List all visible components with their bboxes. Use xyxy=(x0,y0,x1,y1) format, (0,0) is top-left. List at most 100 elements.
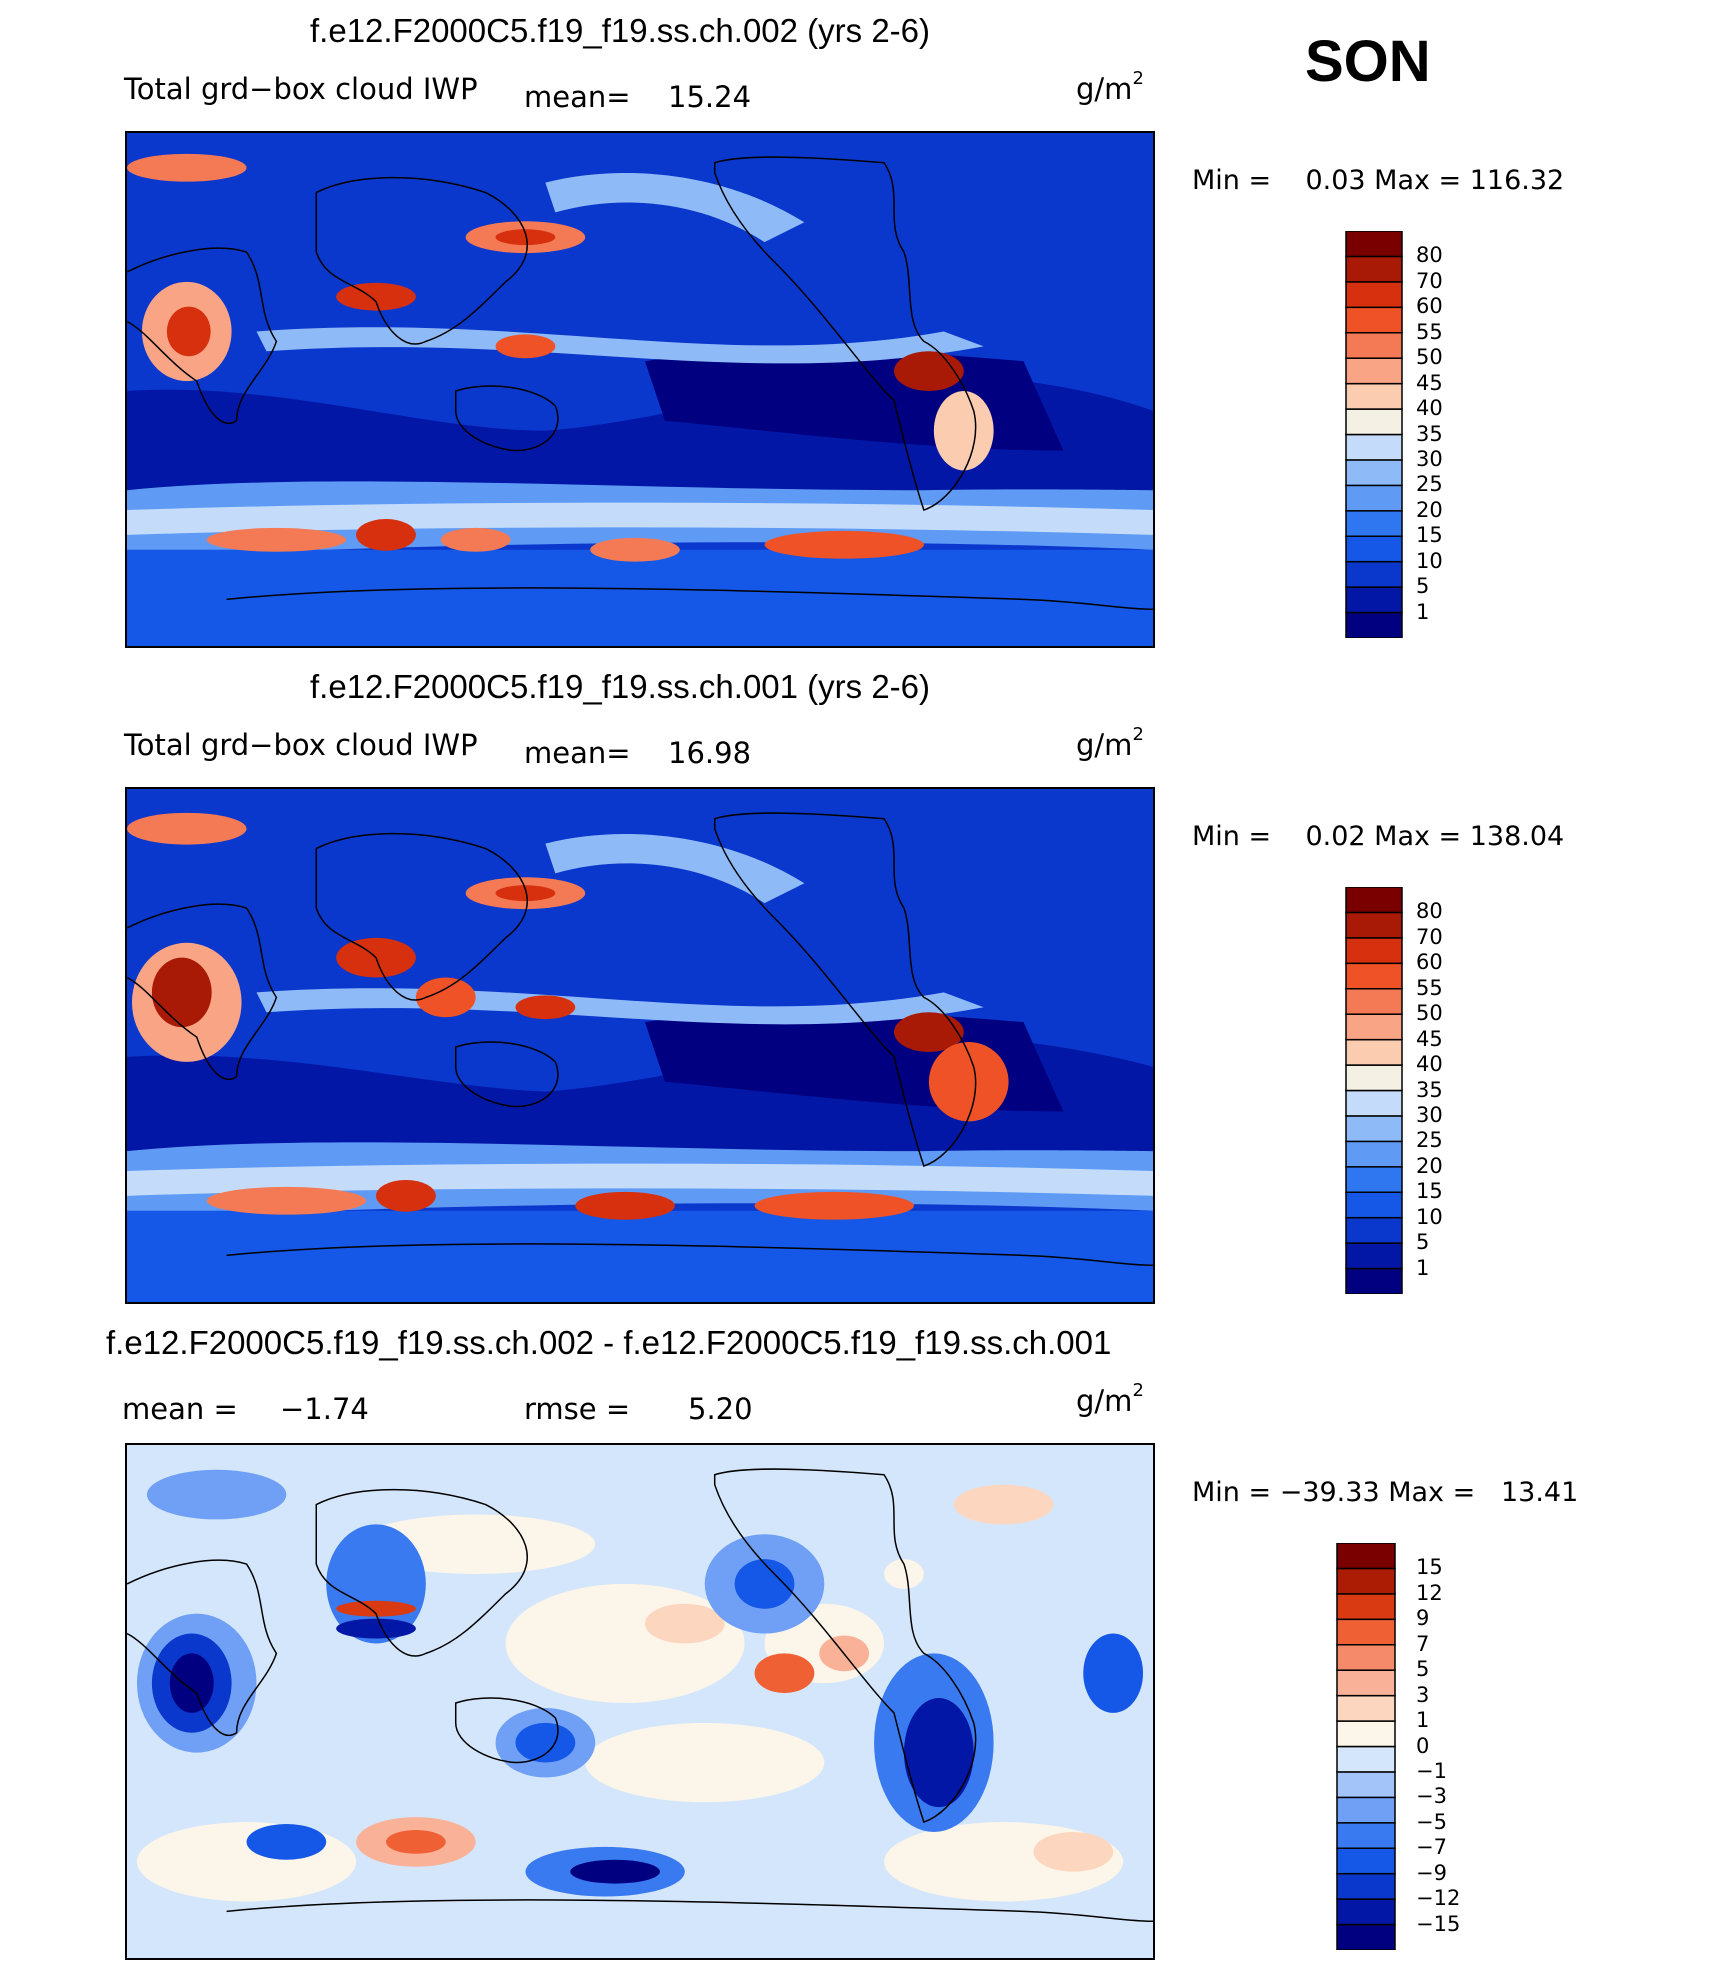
colorbar-tick-label: 3 xyxy=(1416,1682,1430,1707)
colorbar-tick-label: −7 xyxy=(1416,1835,1447,1860)
panel-1-title: f.e12.F2000C5.f19_f19.ss.ch.002 (yrs 2-6… xyxy=(310,12,931,49)
colorbar-box xyxy=(1345,1242,1403,1270)
colorbar-box xyxy=(1345,988,1403,1015)
colorbar-tick-label: 45 xyxy=(1416,1026,1443,1051)
colorbar-box xyxy=(1345,887,1403,914)
colorbar-tick-label: 10 xyxy=(1416,548,1443,573)
colorbar-box xyxy=(1345,306,1403,334)
panel-3-colorbar-ticks: 15 12 9 7 5 3 1 0 −1 −3 −5 −7 −9 −12 −15 xyxy=(1416,1555,1496,1939)
colorbar-tick-label: 25 xyxy=(1416,472,1443,497)
colorbar-tick-label: 1 xyxy=(1416,1255,1430,1280)
panel-3-colorbar-boxes xyxy=(1336,1543,1396,1950)
colorbar-box xyxy=(1345,510,1403,537)
panel-2-colorbar-ticks: 80 70 60 55 50 45 40 35 30 25 20 15 10 5 1 xyxy=(1416,899,1496,1283)
colorbar-tick-label: 70 xyxy=(1416,924,1443,949)
colorbar-box xyxy=(1345,408,1403,436)
colorbar-box xyxy=(1345,231,1403,258)
colorbar-box xyxy=(1336,1745,1396,1773)
panel-2-mean-label: mean= xyxy=(524,736,631,770)
colorbar-box xyxy=(1345,382,1403,410)
panel-2-title: f.e12.F2000C5.f19_f19.ss.ch.001 (yrs 2-6… xyxy=(310,668,931,705)
colorbar-tick-label: 45 xyxy=(1416,370,1443,395)
colorbar-tick-label: −1 xyxy=(1416,1758,1447,1783)
colorbar-tick-label: 7 xyxy=(1416,1631,1430,1656)
panel-1-mean-label: mean= xyxy=(524,80,631,114)
colorbar-box xyxy=(1336,1567,1396,1595)
colorbar-tick-label: 20 xyxy=(1416,1153,1443,1178)
panel-3-mean-label: mean = xyxy=(122,1392,238,1426)
colorbar-box xyxy=(1345,937,1403,965)
colorbar-tick-label: −3 xyxy=(1416,1784,1447,1809)
colorbar-box xyxy=(1336,1923,1396,1950)
colorbar-tick-label: 0 xyxy=(1416,1733,1430,1758)
panel-3-rmse-label: rmse = xyxy=(524,1392,631,1426)
panel-2-min-max: Min = 0.02 Max = 138.04 xyxy=(1192,821,1565,852)
colorbar-box xyxy=(1336,1644,1396,1671)
colorbar-tick-label: 5 xyxy=(1416,1230,1430,1255)
colorbar-box xyxy=(1345,962,1403,990)
colorbar-tick-label: 9 xyxy=(1416,1606,1430,1631)
colorbar-tick-label: 10 xyxy=(1416,1204,1443,1229)
panel-3-units: g/m2 xyxy=(1076,1380,1144,1418)
colorbar-box xyxy=(1345,1216,1403,1244)
colorbar-tick-label: 70 xyxy=(1416,268,1443,293)
colorbar-tick-label: −15 xyxy=(1416,1911,1461,1936)
colorbar-box xyxy=(1336,1872,1396,1900)
colorbar-box xyxy=(1336,1771,1396,1799)
colorbar-tick-label: 30 xyxy=(1416,1102,1443,1127)
colorbar-box xyxy=(1345,1064,1403,1092)
colorbar-box xyxy=(1345,484,1403,512)
colorbar-box xyxy=(1336,1720,1396,1748)
colorbar-tick-label: 80 xyxy=(1416,243,1443,268)
panel-1-mean-value: 15.24 xyxy=(668,80,752,114)
panel-3-title: f.e12.F2000C5.f19_f19.ss.ch.002 - f.e12.… xyxy=(106,1324,1112,1361)
colorbar-tick-label: 50 xyxy=(1416,1001,1443,1026)
colorbar-box xyxy=(1345,1166,1403,1193)
colorbar-box xyxy=(1345,1013,1403,1041)
panel-2-map xyxy=(125,787,1155,1304)
colorbar-box xyxy=(1345,357,1403,385)
colorbar-box xyxy=(1345,611,1403,638)
colorbar-tick-label: 40 xyxy=(1416,1052,1443,1077)
colorbar-tick-label: 35 xyxy=(1416,1077,1443,1102)
panel-3-min-max: Min = −39.33 Max = 13.41 xyxy=(1192,1477,1579,1508)
colorbar-box xyxy=(1336,1796,1396,1824)
panel-1-colorbar-ticks: 80 70 60 55 50 45 40 35 30 25 20 15 10 5 1 xyxy=(1416,243,1496,627)
colorbar-tick-label: 80 xyxy=(1416,899,1443,924)
panel-3-map xyxy=(125,1443,1155,1960)
colorbar-box xyxy=(1345,459,1403,487)
colorbar-tick-label: 55 xyxy=(1416,319,1443,344)
colorbar-box xyxy=(1345,332,1403,359)
colorbar-box xyxy=(1336,1898,1396,1926)
colorbar-tick-label: 40 xyxy=(1416,396,1443,421)
colorbar-tick-label: 60 xyxy=(1416,950,1443,975)
panel-1-map xyxy=(125,131,1155,648)
panel-1-colorbar-boxes xyxy=(1345,231,1403,638)
colorbar-box xyxy=(1345,586,1403,614)
colorbar-box xyxy=(1336,1593,1396,1621)
colorbar-box xyxy=(1345,911,1403,939)
colorbar-tick-label: 5 xyxy=(1416,574,1430,599)
colorbar-box xyxy=(1336,1669,1396,1697)
panel-3-colorbar xyxy=(1336,1543,1396,1950)
colorbar-tick-label: 15 xyxy=(1416,523,1443,548)
colorbar-box xyxy=(1336,1822,1396,1849)
colorbar-tick-label: 20 xyxy=(1416,497,1443,522)
colorbar-box xyxy=(1345,1115,1403,1143)
colorbar-tick-label: −12 xyxy=(1416,1886,1461,1911)
panel-2-colorbar xyxy=(1345,887,1403,1294)
panel-2-variable: Total grd−box cloud IWP xyxy=(124,728,478,762)
colorbar-box xyxy=(1345,1089,1403,1117)
colorbar-box xyxy=(1345,1140,1403,1168)
colorbar-tick-label: 30 xyxy=(1416,446,1443,471)
panel-3-mean-value: −1.74 xyxy=(280,1392,369,1426)
panel-2-mean-value: 16.98 xyxy=(668,736,752,770)
colorbar-tick-label: −5 xyxy=(1416,1809,1447,1834)
colorbar-tick-label: 50 xyxy=(1416,345,1443,370)
colorbar-box xyxy=(1345,535,1403,563)
colorbar-tick-label: 1 xyxy=(1416,1708,1430,1733)
colorbar-box xyxy=(1345,1267,1403,1294)
colorbar-box xyxy=(1336,1847,1396,1875)
colorbar-tick-label: 15 xyxy=(1416,1555,1443,1580)
panel-2-colorbar-boxes xyxy=(1345,887,1403,1294)
